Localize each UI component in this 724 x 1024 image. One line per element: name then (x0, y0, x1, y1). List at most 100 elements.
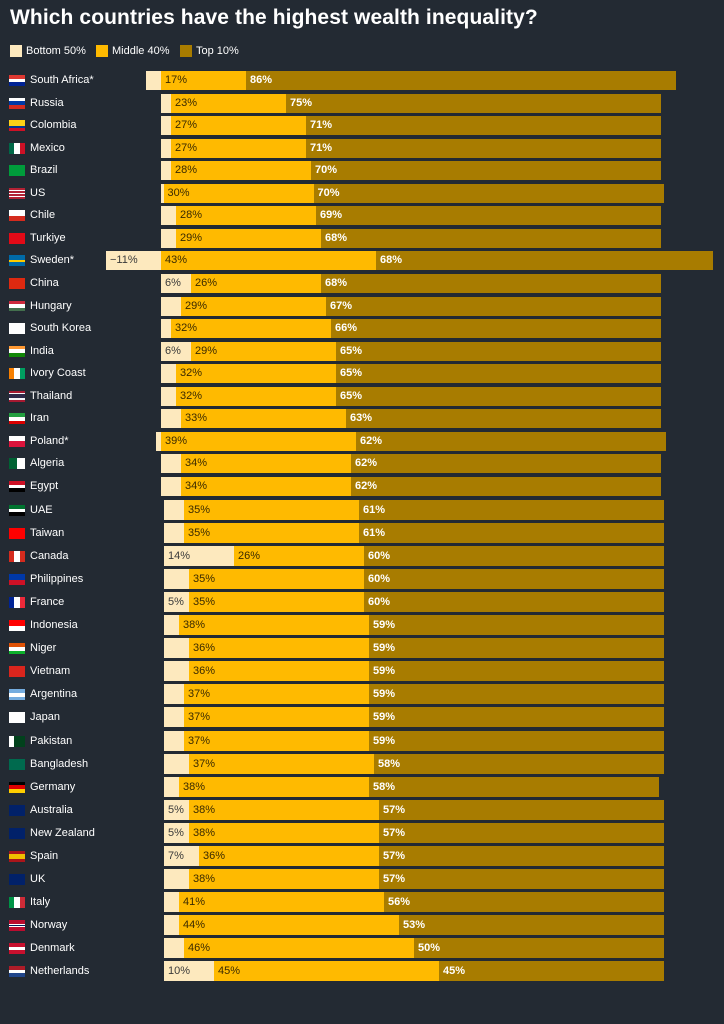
bar-segment-top-10 (379, 868, 664, 889)
chart-row: Germany 38% 58% (0, 776, 724, 797)
country-label: Bangladesh (30, 757, 89, 770)
data-label-middle-40: 37% (188, 711, 211, 724)
data-label-top-10: 75% (290, 96, 313, 109)
bar-segment-middle-40 (171, 138, 306, 158)
bar-segment-top-10 (246, 71, 676, 90)
data-label-middle-40: 46% (188, 941, 211, 954)
spain-flag-icon (9, 850, 25, 862)
bar-segment-bottom-50 (164, 822, 189, 843)
data-label-bottom-50: 10% (168, 965, 191, 977)
chart-row: Sweden* −11% 43% 68% (0, 251, 724, 271)
bar-segment-top-10 (376, 251, 713, 271)
bar-segment-bottom-50 (156, 431, 161, 451)
canada-flag-icon (9, 551, 25, 563)
chile-flag-icon (9, 210, 25, 222)
chart-row: Spain 7% 36% 57% (0, 845, 724, 866)
data-label-middle-40: 28% (175, 164, 198, 177)
data-label-middle-40: 35% (193, 596, 216, 609)
data-label-middle-40: 33% (185, 412, 208, 425)
chart-row: Bangladesh 37% 58% (0, 753, 724, 774)
chart-row: Algeria 34% 62% (0, 454, 724, 474)
bar-segment-bottom-50 (161, 93, 171, 113)
data-label-top-10: 60% (368, 596, 391, 609)
chart-row: Mexico 27% 71% (0, 138, 724, 158)
data-label-bottom-50: 5% (168, 596, 184, 609)
bar-segment-bottom-50 (164, 661, 189, 682)
chart-row: Colombia 27% 71% (0, 116, 724, 136)
country-label: China (30, 276, 59, 289)
bar-segment-bottom-50 (164, 707, 184, 728)
bar-segment-top-10 (369, 730, 664, 751)
bar-segment-top-10 (369, 776, 659, 797)
bar-segment-middle-40 (184, 684, 369, 705)
data-label-top-10: 59% (373, 688, 396, 701)
norway-flag-icon (9, 919, 25, 931)
bar-segment-bottom-50 (161, 386, 176, 406)
data-label-middle-40: 17% (165, 74, 188, 86)
data-label-top-10: 65% (340, 344, 363, 357)
chart-row: Denmark 46% 50% (0, 937, 724, 958)
data-label-bottom-50: 7% (168, 849, 184, 862)
country-label: Algeria (30, 457, 65, 470)
country-label: Niger (30, 642, 57, 655)
legend-label-middle-40: Middle 40% (112, 45, 170, 57)
bar-segment-middle-40 (176, 206, 316, 226)
bar-segment-bottom-50 (161, 319, 171, 339)
data-label-top-10: 61% (363, 527, 386, 540)
data-label-top-10: 61% (363, 504, 386, 516)
bar-segment-top-10 (359, 500, 664, 520)
bar-segment-bottom-50 (164, 592, 189, 613)
chart-row: UK 38% 57% (0, 868, 724, 889)
data-label-middle-40: 29% (185, 299, 208, 312)
south-africa-flag-icon (9, 75, 25, 86)
bar-segment-bottom-50 (161, 228, 176, 248)
bar-segment-middle-40 (181, 476, 351, 496)
bar-segment-middle-40 (189, 592, 364, 613)
chart-row: Philippines 35% 60% (0, 569, 724, 590)
bar-segment-top-10 (321, 228, 661, 248)
country-label: Vietnam (30, 665, 71, 678)
data-label-top-10: 58% (373, 780, 396, 793)
data-label-top-10: 59% (373, 734, 396, 747)
legend-swatch-middle-40 (96, 45, 108, 57)
bar-segment-top-10 (369, 615, 664, 636)
data-label-middle-40: 41% (183, 895, 206, 908)
bar-segment-bottom-50 (164, 845, 199, 866)
india-flag-icon (9, 345, 25, 357)
bar-segment-middle-40 (171, 93, 286, 113)
chart-row: Russia 23% 75% (0, 93, 724, 113)
bar-segment-middle-40 (181, 296, 326, 316)
country-label: Egypt (30, 479, 59, 492)
bar-segment-middle-40 (161, 431, 356, 451)
bar-segment-top-10 (286, 93, 661, 113)
bar-segment-bottom-50 (164, 937, 184, 958)
bar-segment-bottom-50 (161, 454, 181, 474)
bar-segment-middle-40 (234, 546, 364, 567)
country-label: UK (30, 872, 46, 885)
bar-segment-middle-40 (181, 454, 351, 474)
data-label-bottom-50: 6% (165, 276, 181, 289)
country-label: Indonesia (30, 619, 78, 632)
data-label-middle-40: 34% (185, 479, 208, 492)
bar-segment-top-10 (306, 138, 661, 158)
bar-segment-top-10 (384, 891, 664, 912)
bar-segment-middle-40 (176, 228, 321, 248)
country-label: Ivory Coast (30, 367, 86, 380)
data-label-middle-40: 34% (185, 457, 208, 470)
chart-row: Turkiye 29% 68% (0, 228, 724, 248)
country-label: New Zealand (30, 826, 95, 839)
bar-segment-top-10 (336, 364, 661, 384)
bar-segment-middle-40 (176, 364, 336, 384)
data-label-middle-40: 37% (193, 757, 216, 770)
data-label-top-10: 53% (403, 918, 426, 931)
bar-segment-middle-40 (191, 273, 321, 293)
netherlands-flag-icon (9, 966, 25, 977)
chart-row: Norway 44% 53% (0, 914, 724, 935)
bar-segment-middle-40 (179, 891, 384, 912)
data-label-middle-40: 28% (180, 209, 203, 222)
chart-row: China 6% 26% 68% (0, 273, 724, 293)
bar-segment-bottom-50 (164, 891, 179, 912)
data-label-top-10: 70% (315, 164, 338, 177)
data-label-top-10: 57% (383, 803, 406, 816)
country-label: Hungary (30, 299, 72, 312)
